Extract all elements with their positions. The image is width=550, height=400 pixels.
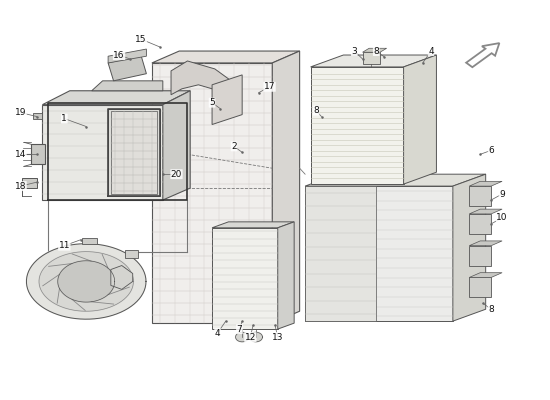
Polygon shape [152, 51, 300, 63]
Text: 4: 4 [214, 328, 221, 338]
Polygon shape [469, 214, 491, 234]
Polygon shape [469, 246, 491, 266]
Text: a passion for
parts.stay: a passion for parts.stay [159, 218, 260, 294]
Text: 3: 3 [351, 46, 357, 56]
Circle shape [235, 332, 249, 342]
Polygon shape [212, 222, 294, 228]
Text: 18: 18 [15, 182, 26, 190]
Polygon shape [152, 63, 272, 323]
Polygon shape [469, 209, 502, 214]
Polygon shape [311, 55, 437, 67]
Text: 4: 4 [428, 46, 434, 56]
Polygon shape [469, 241, 502, 246]
Text: 19: 19 [15, 108, 26, 117]
Polygon shape [362, 48, 387, 52]
Text: 20: 20 [171, 170, 182, 179]
Polygon shape [469, 273, 502, 278]
Polygon shape [469, 278, 491, 297]
Polygon shape [33, 113, 42, 118]
Polygon shape [362, 52, 380, 64]
Text: 11: 11 [58, 241, 70, 250]
Text: 14: 14 [15, 150, 26, 159]
Text: 8: 8 [313, 106, 319, 115]
Polygon shape [272, 51, 300, 323]
Text: 8: 8 [488, 305, 494, 314]
Text: 9: 9 [499, 190, 505, 198]
Polygon shape [469, 186, 491, 206]
Text: 10: 10 [496, 213, 508, 222]
Text: 8: 8 [373, 46, 379, 56]
Polygon shape [311, 67, 404, 184]
Polygon shape [404, 55, 437, 184]
Polygon shape [111, 266, 133, 289]
Polygon shape [305, 186, 453, 321]
Polygon shape [108, 55, 146, 81]
Polygon shape [453, 174, 486, 321]
Polygon shape [108, 109, 160, 196]
Text: 13: 13 [272, 332, 283, 342]
Polygon shape [212, 75, 242, 124]
Polygon shape [278, 222, 294, 329]
Text: 2: 2 [231, 142, 236, 151]
Polygon shape [305, 174, 486, 186]
Circle shape [249, 332, 262, 342]
Polygon shape [26, 244, 146, 319]
Text: 15: 15 [135, 35, 147, 44]
Polygon shape [163, 91, 190, 200]
Text: 1: 1 [62, 114, 67, 123]
Polygon shape [124, 250, 138, 258]
Text: 6: 6 [488, 146, 494, 155]
Polygon shape [58, 261, 114, 302]
Polygon shape [42, 105, 163, 200]
Polygon shape [82, 238, 97, 244]
Text: 7: 7 [236, 324, 243, 334]
FancyArrow shape [466, 43, 499, 67]
Polygon shape [111, 111, 157, 194]
Polygon shape [22, 178, 37, 188]
Polygon shape [108, 49, 146, 63]
Polygon shape [39, 252, 134, 311]
Polygon shape [42, 91, 190, 105]
Text: 16: 16 [113, 50, 125, 60]
Polygon shape [212, 228, 278, 329]
Polygon shape [92, 81, 163, 91]
Polygon shape [31, 144, 45, 164]
Polygon shape [305, 186, 376, 321]
Polygon shape [171, 61, 236, 95]
Text: 17: 17 [264, 82, 276, 91]
Text: 12: 12 [245, 332, 256, 342]
Polygon shape [469, 181, 502, 186]
Text: 5: 5 [209, 98, 215, 107]
